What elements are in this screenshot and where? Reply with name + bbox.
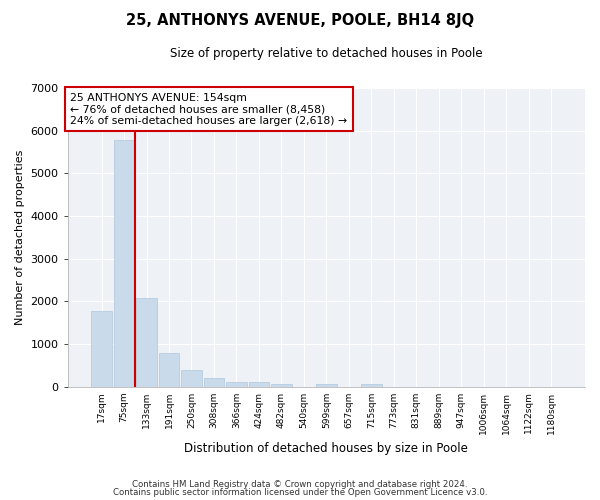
Text: Contains HM Land Registry data © Crown copyright and database right 2024.: Contains HM Land Registry data © Crown c… — [132, 480, 468, 489]
Bar — [203, 378, 224, 386]
X-axis label: Distribution of detached houses by size in Poole: Distribution of detached houses by size … — [184, 442, 468, 455]
Bar — [136, 298, 157, 386]
Text: 25, ANTHONYS AVENUE, POOLE, BH14 8JQ: 25, ANTHONYS AVENUE, POOLE, BH14 8JQ — [126, 12, 474, 28]
Bar — [226, 382, 247, 386]
Bar — [248, 382, 269, 386]
Bar — [316, 384, 337, 386]
Title: Size of property relative to detached houses in Poole: Size of property relative to detached ho… — [170, 48, 482, 60]
Bar — [91, 310, 112, 386]
Text: Contains public sector information licensed under the Open Government Licence v3: Contains public sector information licen… — [113, 488, 487, 497]
Bar — [181, 370, 202, 386]
Y-axis label: Number of detached properties: Number of detached properties — [15, 150, 25, 325]
Text: 25 ANTHONYS AVENUE: 154sqm
← 76% of detached houses are smaller (8,458)
24% of s: 25 ANTHONYS AVENUE: 154sqm ← 76% of deta… — [70, 92, 347, 126]
Bar — [158, 352, 179, 386]
Bar — [114, 140, 134, 386]
Bar — [361, 384, 382, 386]
Bar — [271, 384, 292, 386]
